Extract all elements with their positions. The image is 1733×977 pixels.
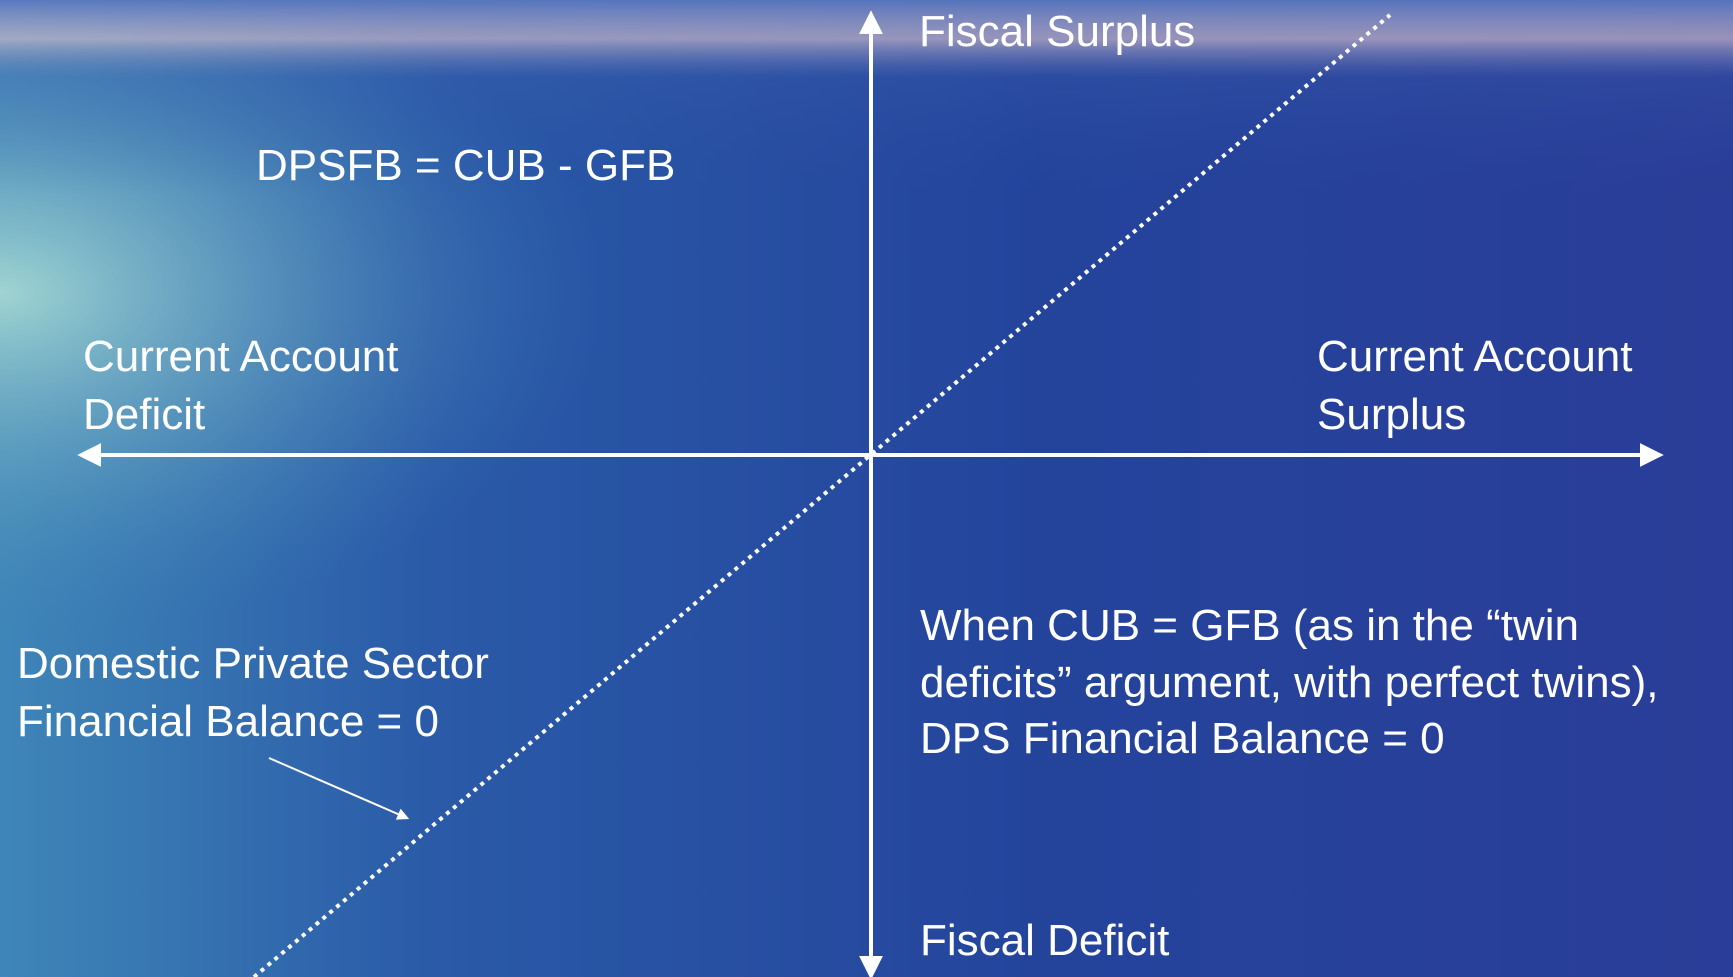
axis-label-right: Current Account bbox=[1317, 332, 1633, 381]
equation: DPSFB = CUB - GFB bbox=[256, 141, 675, 190]
axis-label-left: Deficit bbox=[83, 390, 205, 439]
note: DPS Financial Balance = 0 bbox=[920, 714, 1445, 763]
line-label: Financial Balance = 0 bbox=[17, 697, 439, 746]
note: When CUB = GFB (as in the “twin bbox=[920, 601, 1579, 650]
axis-label-left: Current Account bbox=[83, 332, 399, 381]
axis-label-right: Surplus bbox=[1317, 390, 1466, 439]
note: deficits” argument, with perfect twins), bbox=[920, 658, 1658, 707]
slide: Fiscal Surplus Fiscal Deficit Current Ac… bbox=[0, 0, 1733, 977]
axis-label-top: Fiscal Surplus bbox=[919, 7, 1195, 56]
line-label: Domestic Private Sector bbox=[17, 639, 489, 688]
axis-label-bottom: Fiscal Deficit bbox=[920, 916, 1169, 965]
